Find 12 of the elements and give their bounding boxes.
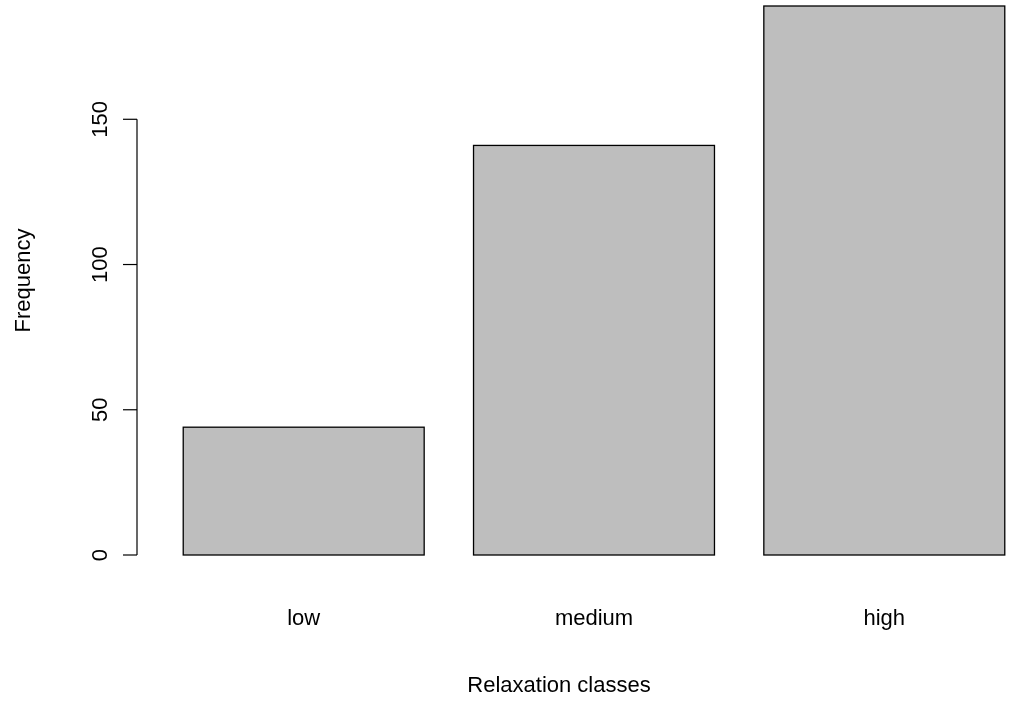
y-tick-label: 150 [87, 100, 112, 138]
bar [182, 426, 425, 556]
y-axis-title: Frequency [10, 228, 35, 333]
x-tick-label: high [863, 605, 906, 630]
bar [763, 5, 1006, 556]
x-tick-label: low [287, 605, 321, 630]
bar [472, 144, 716, 556]
y-tick-label: 100 [87, 246, 112, 283]
y-tick-label: 50 [87, 397, 112, 422]
x-axis-title: Relaxation classes [467, 672, 651, 697]
y-tick-label: 0 [87, 548, 112, 562]
x-tick-label: medium [554, 605, 634, 630]
